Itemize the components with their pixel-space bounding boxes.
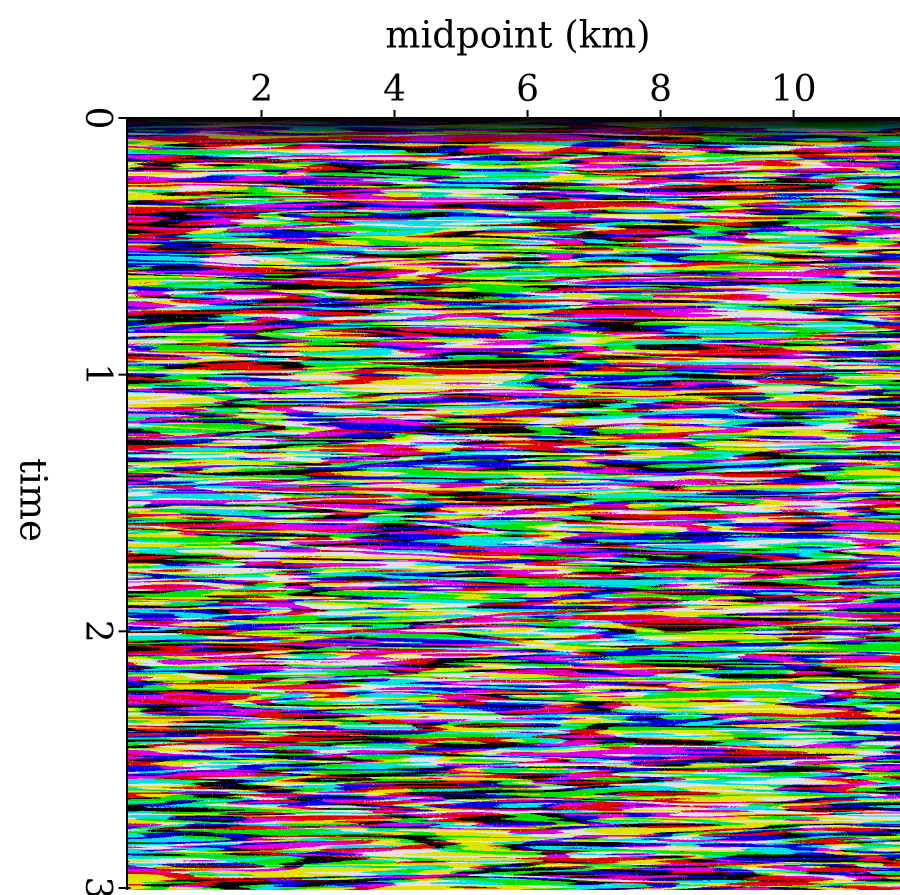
y-tick-label: 0 <box>77 107 118 130</box>
y-axis-label: time <box>12 458 55 542</box>
x-tick-label: 2 <box>250 69 273 110</box>
seismic-image <box>127 118 900 890</box>
y-tick-label: 1 <box>77 363 118 386</box>
chart-title: midpoint (km) <box>385 14 650 57</box>
x-tick-label: 4 <box>383 69 406 110</box>
x-tick-label: 10 <box>771 69 817 110</box>
x-tick-label: 8 <box>649 69 672 110</box>
y-tick-label: 2 <box>77 620 118 643</box>
top-band <box>127 118 900 148</box>
y-tick-label: 3 <box>77 877 118 895</box>
x-tick-label: 6 <box>516 69 539 110</box>
